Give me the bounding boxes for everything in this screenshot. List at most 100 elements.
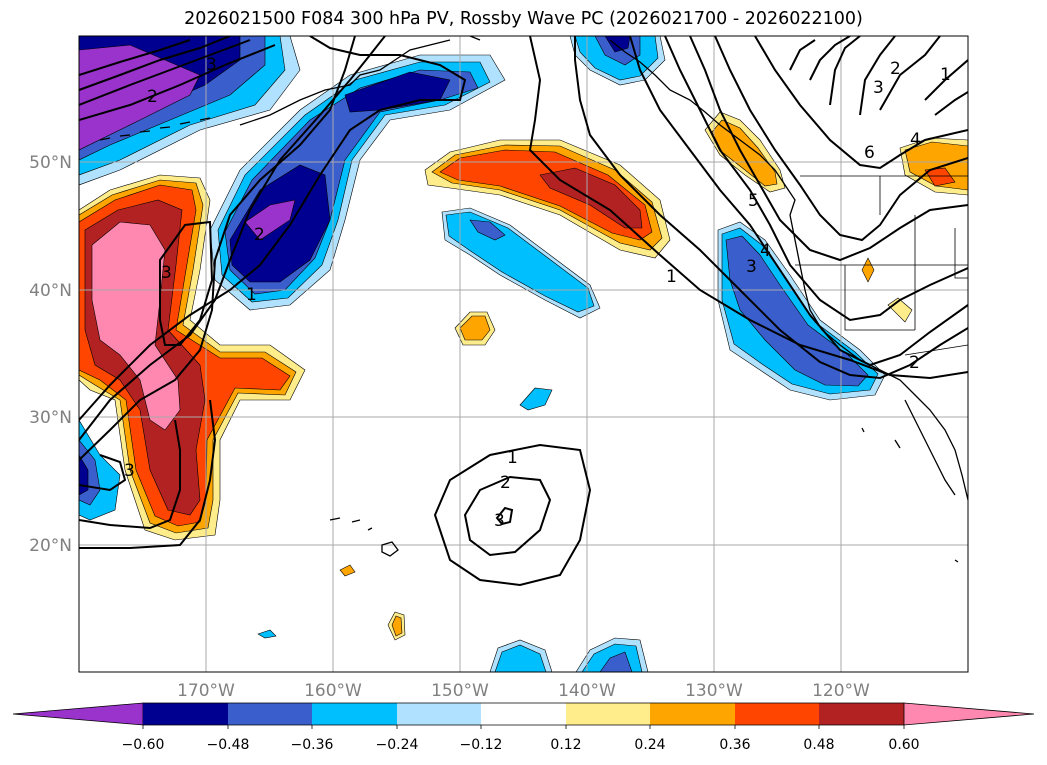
colorbar-cell (481, 703, 566, 725)
contour-label: 4 (760, 241, 771, 261)
pv-contours (79, 36, 968, 587)
colorbar-label: 0.36 (719, 737, 750, 753)
pv-ne-5 (789, 36, 851, 81)
lon-label: 150°W (431, 681, 489, 701)
colorbar-cell (735, 703, 819, 725)
lat-label: 50°N (29, 153, 72, 173)
pv-ne-6 (754, 36, 968, 170)
contour-label: 2 (500, 473, 511, 493)
shade-inland-pos (861, 257, 875, 283)
colorbar-label: −0.24 (376, 737, 419, 753)
contour-label: 3 (873, 78, 884, 98)
lat-label: 40°N (29, 281, 72, 301)
contour-label: 1 (666, 267, 677, 287)
pv-1-west (79, 36, 467, 421)
map-frame (78, 35, 969, 673)
shade-cen-neg-3 (469, 219, 506, 241)
pv-1-south (79, 399, 217, 549)
colorbar-outline (143, 702, 904, 726)
lon-label: 130°W (685, 681, 743, 701)
border-mexico (904, 344, 968, 356)
lon-label: 170°W (177, 681, 235, 701)
colorbar-label: 0.24 (634, 737, 665, 753)
pv-ne-1 (924, 59, 968, 101)
lat-label: 20°N (29, 536, 72, 556)
pv-nw-3 (79, 44, 276, 121)
contour-label: 3 (746, 257, 757, 277)
contour-label: 1 (507, 448, 518, 468)
pv-ne-3 (859, 36, 896, 116)
small-islands (861, 427, 959, 563)
colorbar-cell (312, 703, 397, 725)
contour-label: 1 (246, 285, 257, 305)
colorbar-cell (228, 703, 312, 725)
chart-title: 2026021500 F084 300 hPa PV, Rossby Wave … (184, 9, 863, 29)
shade-ne-neg-4 (604, 36, 631, 53)
pv-e-2 (574, 36, 968, 380)
shade-east-neg-3 (725, 235, 869, 387)
colorbar-cell (12, 702, 144, 726)
shade-cen-pos-3 (439, 149, 653, 241)
colorbar-label: 0.12 (550, 737, 581, 753)
pv-2-west (79, 36, 386, 441)
contour-label: 2 (909, 353, 920, 373)
pv-3-sw (79, 419, 181, 530)
contour-label: 2 (254, 225, 265, 245)
shade-west-pos-5 (91, 221, 181, 431)
shade-nw-neg-5 (79, 44, 201, 151)
contour-label: 2 (890, 59, 901, 79)
map-panel: 2 3 3 2 1 3 1 2 3 1 2 3 4 5 6 4 3 2 1 (79, 36, 968, 672)
shade-bottom-neg-5 (599, 651, 633, 672)
colorbar-cell (143, 703, 228, 725)
contour-labels: 2 3 3 2 1 3 1 2 3 1 2 3 4 5 6 4 3 2 1 (124, 55, 951, 531)
pv-e-4 (664, 36, 968, 322)
colorbar-cell (650, 703, 735, 725)
pv-shading (79, 36, 968, 672)
pv-sub-3 (495, 506, 514, 526)
shade-tiny-pos-3 (391, 615, 403, 637)
colorbar-label: −0.36 (291, 737, 334, 753)
pv-e-6 (714, 36, 968, 242)
coast-panhandle (609, 39, 796, 216)
lat-label: 30°N (29, 408, 72, 428)
colorbar-label: 0.48 (803, 737, 834, 753)
contour-label: 1 (940, 65, 951, 85)
colorbar-label: 0.60 (888, 737, 919, 753)
border-states (795, 176, 968, 331)
contour-label: 4 (910, 130, 921, 150)
pv-e-5 (689, 36, 968, 262)
lon-label: 140°W (558, 681, 616, 701)
colorbar-label: −0.12 (460, 737, 503, 753)
shade-cen-neg-2 (445, 211, 595, 313)
pv-sub-1 (433, 443, 592, 587)
contour-label: 5 (748, 191, 759, 211)
coast-aleutians (99, 117, 211, 141)
lon-axis: 170°W 160°W 150°W 140°W 130°W 120°W (177, 681, 870, 701)
shade-small-pos-2 (459, 315, 491, 341)
hawaii-islands (329, 517, 399, 557)
pv-nw-2 (79, 39, 251, 106)
pv-sub-2 (463, 475, 552, 557)
contour-label: 2 (147, 87, 158, 107)
coast-alaska (239, 36, 481, 126)
coastlines (99, 36, 968, 563)
pv-ne-0 (934, 91, 968, 116)
colorbar-cell (903, 702, 1035, 726)
pv-nw-4 (79, 39, 191, 76)
contour-label: 3 (206, 55, 217, 75)
pv-sw-curve (79, 454, 127, 492)
pv-nw-1 (79, 36, 231, 91)
colorbar: −0.60 −0.48 −0.36 −0.24 −0.12 0.12 0.24 … (12, 702, 1035, 753)
colorbar-ticks (142, 725, 905, 729)
colorbar-cell (397, 703, 481, 725)
pv-ne-2 (879, 36, 941, 111)
colorbar-label: −0.48 (207, 737, 250, 753)
colorbar-label: −0.60 (122, 737, 165, 753)
shade-small-neg (519, 387, 553, 411)
colorbar-cell (819, 703, 904, 725)
shade-aleut-neg-5 (244, 199, 296, 241)
lat-axis: 50°N 40°N 30°N 20°N (29, 153, 72, 556)
pv-e-3 (629, 36, 968, 367)
pv-ne-4 (829, 36, 861, 106)
